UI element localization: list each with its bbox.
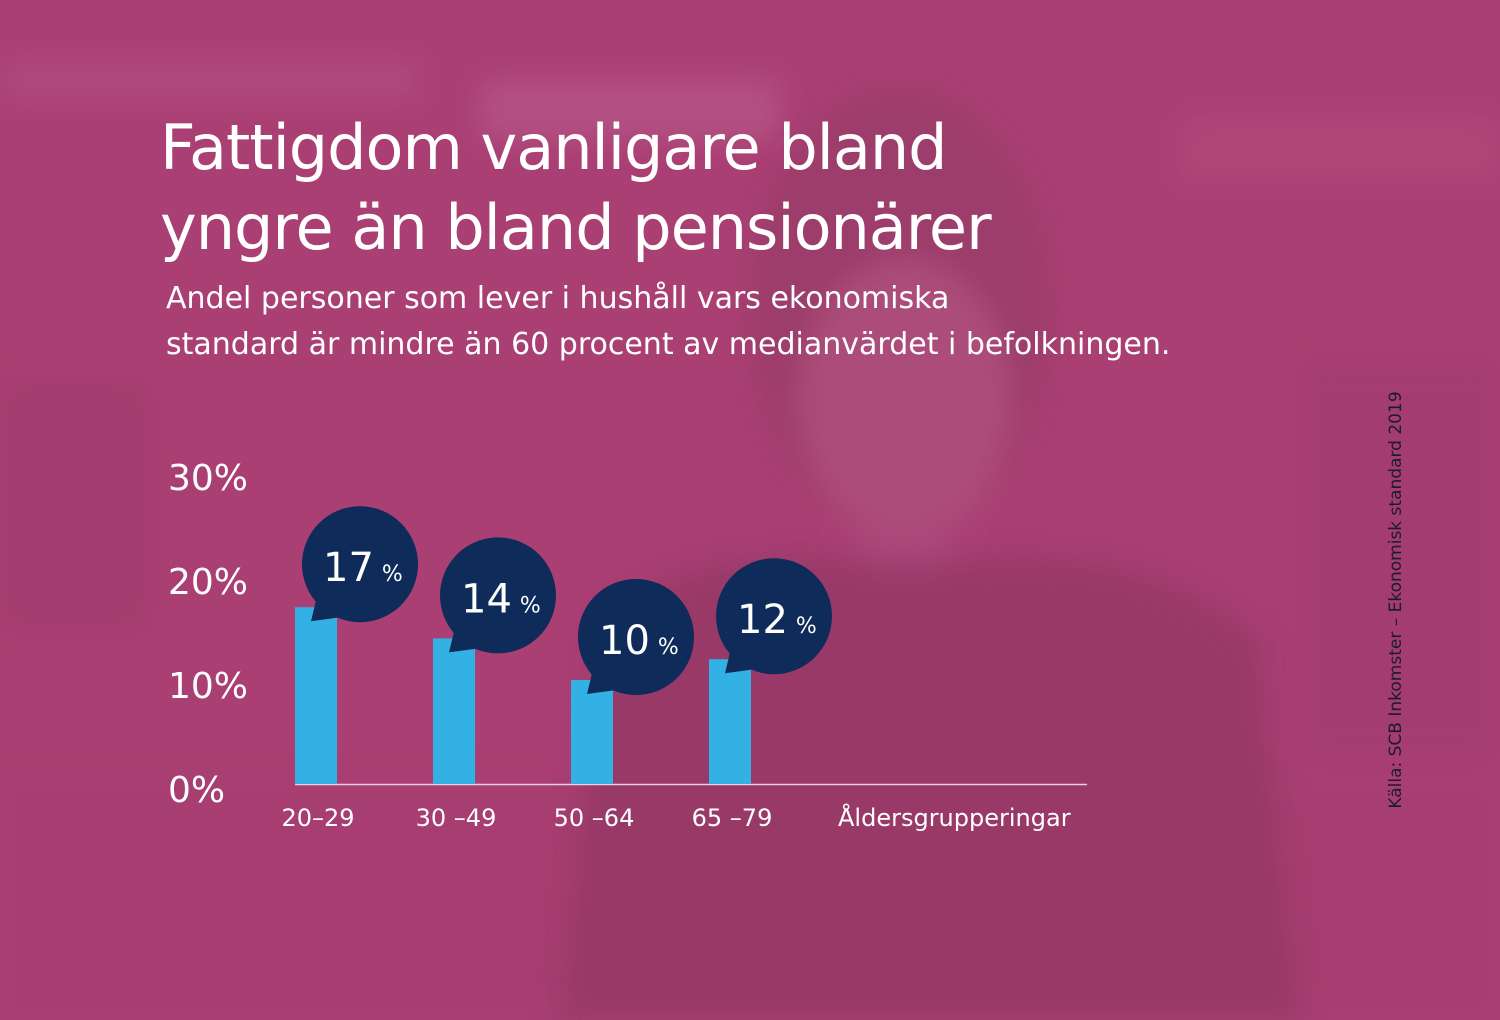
bar — [433, 638, 475, 784]
x-tick-label: 30 –49 — [416, 804, 497, 832]
subtitle-line-1: Andel personer som lever i hushåll vars … — [166, 281, 950, 316]
x-axis-title: Åldersgrupperingar — [838, 803, 1071, 832]
bar — [709, 659, 751, 784]
data-label-bubble — [578, 579, 694, 695]
title-line-2: yngre än bland pensionärer — [160, 191, 992, 264]
data-label: 10% — [599, 618, 679, 664]
y-tick-label: 30% — [168, 458, 248, 499]
data-label-bubble — [440, 537, 556, 654]
y-tick-label: 20% — [168, 562, 248, 603]
data-label: 17% — [323, 545, 403, 591]
title-line-1: Fattigdom vanligare bland — [160, 111, 948, 184]
person-silhouette — [560, 90, 1300, 1020]
subtitle-line-2: standard är mindre än 60 procent av medi… — [166, 327, 1171, 362]
data-label: 14% — [461, 576, 541, 622]
x-tick-label: 65 –79 — [692, 804, 773, 832]
x-tick-label: 50 –64 — [554, 804, 635, 832]
y-tick-label: 10% — [168, 666, 248, 707]
x-tick-label: 20–29 — [281, 804, 354, 832]
chart-title: Fattigdom vanligare bland yngre än bland… — [160, 108, 1160, 268]
y-tick-label: 0% — [168, 770, 225, 811]
chart-subtitle: Andel personer som lever i hushåll vars … — [166, 276, 1316, 368]
data-label: 12% — [737, 597, 817, 643]
data-label-bubble — [302, 506, 418, 623]
bar — [295, 607, 337, 784]
bar — [571, 680, 613, 784]
data-label-bubble — [716, 558, 832, 675]
